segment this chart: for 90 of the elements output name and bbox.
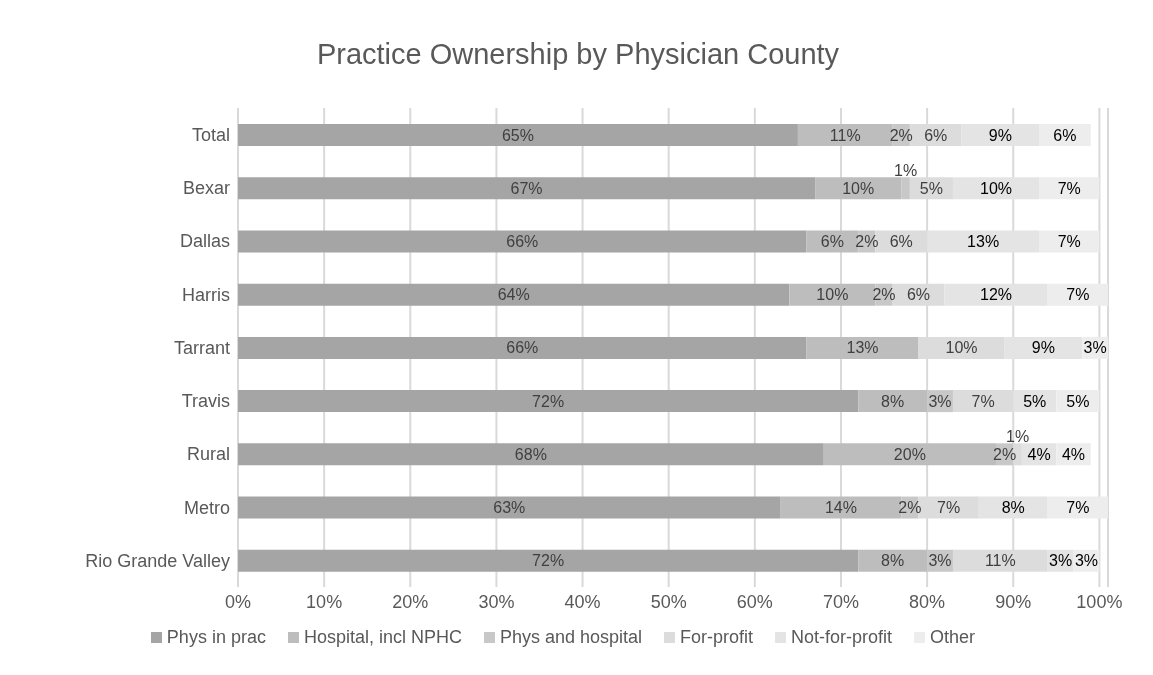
legend-label: Other <box>930 627 976 648</box>
x-tick-label: 60% <box>736 591 773 612</box>
data-label: 66% <box>506 339 539 357</box>
data-label: 3% <box>928 392 952 410</box>
data-label: 20% <box>893 445 926 463</box>
bar <box>238 496 781 519</box>
data-label: 9% <box>988 126 1012 144</box>
data-label: 12% <box>980 286 1013 304</box>
data-label: 68% <box>514 445 547 463</box>
data-label: 66% <box>506 232 539 250</box>
x-tick-label: 50% <box>650 591 687 612</box>
bar <box>238 336 807 359</box>
data-label: 7% <box>1057 232 1081 250</box>
data-label: 6% <box>906 286 931 304</box>
x-tick-label: 10% <box>306 591 343 612</box>
data-label: 72% <box>532 552 565 570</box>
data-label: 6% <box>1053 126 1077 144</box>
x-tick-label: 90% <box>995 591 1032 612</box>
bar <box>238 390 859 413</box>
bar <box>806 336 919 359</box>
chart-title: Practice Ownership by Physician County <box>315 37 841 72</box>
data-label: 63% <box>493 499 526 517</box>
y-tick-label: Dallas <box>179 231 230 252</box>
data-label: 8% <box>881 392 905 410</box>
data-label: 64% <box>497 286 530 304</box>
bar <box>238 443 824 466</box>
y-tick-label: Metro <box>183 497 230 518</box>
data-label: 11% <box>984 552 1016 570</box>
data-label: 2% <box>898 499 922 517</box>
data-label: 8% <box>1001 499 1025 517</box>
data-label: 1% <box>894 161 918 179</box>
data-label: 4% <box>1027 445 1051 463</box>
data-label: 14% <box>824 499 857 517</box>
data-label: 9% <box>1031 339 1055 357</box>
y-tick-label: Rural <box>186 444 230 465</box>
bar <box>238 230 807 253</box>
data-label: 10% <box>945 339 978 357</box>
x-tick-label: 100% <box>1076 591 1123 612</box>
data-label: 5% <box>1066 392 1090 410</box>
x-tick-label: 20% <box>392 591 429 612</box>
data-label: 10% <box>816 286 849 304</box>
y-tick-label: Bexar <box>182 178 230 199</box>
data-label: 3% <box>1074 552 1099 570</box>
bar <box>238 549 859 572</box>
data-label: 67% <box>510 179 543 197</box>
y-tick-label: Tarrant <box>173 337 230 358</box>
data-label: 7% <box>1057 179 1081 197</box>
data-label: 65% <box>501 126 534 144</box>
y-tick-label: Total <box>191 125 230 145</box>
data-label: 6% <box>889 232 913 250</box>
y-tick-label: Rio Grande Valley <box>85 550 230 571</box>
y-tick-label: Harris <box>182 284 230 305</box>
data-label: 4% <box>1061 445 1086 463</box>
bar <box>238 177 816 200</box>
data-label: 13% <box>846 339 879 357</box>
x-tick-label: 70% <box>822 591 859 612</box>
data-label: 3% <box>1049 552 1073 570</box>
data-label: 6% <box>820 232 844 250</box>
legend-label: Not-for-profit <box>791 627 893 648</box>
data-label: 2% <box>872 286 896 304</box>
data-label: 3% <box>1083 339 1107 357</box>
x-tick-label: 80% <box>909 591 946 612</box>
data-label: 6% <box>924 126 948 144</box>
data-label: 7% <box>1066 499 1090 517</box>
data-label: 10% <box>842 179 875 197</box>
data-label: 7% <box>1066 286 1090 304</box>
legend-label: For-profit <box>680 627 754 648</box>
data-label: 1% <box>1005 427 1030 445</box>
data-label: 3% <box>928 552 952 570</box>
data-label: 72% <box>532 392 565 410</box>
legend-label: Hospital, incl NPHC <box>303 627 462 648</box>
data-label: 7% <box>971 392 995 410</box>
data-label: 2% <box>855 232 879 250</box>
data-label: 2% <box>993 445 1017 463</box>
data-label: 13% <box>967 232 1000 250</box>
y-tick-label: Travis <box>181 391 230 412</box>
data-label: 7% <box>937 499 961 517</box>
bar <box>238 283 790 306</box>
data-label: 8% <box>881 552 905 570</box>
data-label: 5% <box>919 179 943 197</box>
data-label: 10% <box>980 179 1013 197</box>
legend-label: Phys and hospital <box>499 627 643 648</box>
data-label: 5% <box>1023 392 1047 410</box>
data-label: 11% <box>829 126 861 144</box>
x-tick-label: 0% <box>224 591 252 612</box>
legend-label: Phys in prac <box>166 627 266 648</box>
x-tick-label: 40% <box>564 591 601 612</box>
bar <box>238 124 798 146</box>
x-tick-label: 30% <box>478 591 515 612</box>
data-label: 2% <box>889 126 913 144</box>
